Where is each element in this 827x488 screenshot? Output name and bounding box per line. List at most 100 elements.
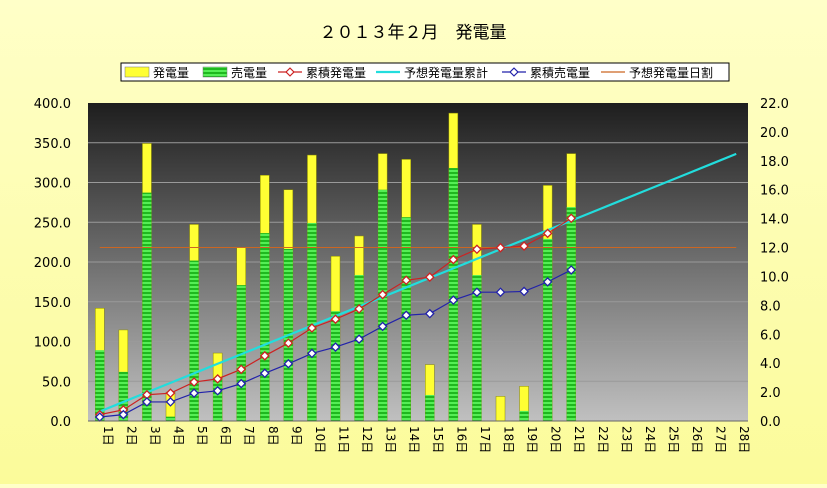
y-left-tick-label: 50.0	[42, 375, 71, 390]
ruiseki-hatsuden-point	[424, 272, 435, 282]
bar-hatsudenryo	[495, 396, 506, 422]
x-tick-label: 26日	[690, 426, 704, 453]
bar-baidenryo	[166, 416, 175, 421]
ruiseki-baiden-point	[165, 397, 176, 407]
x-tick-label: 17日	[478, 426, 492, 453]
ruiseki-hatsuden-point	[212, 373, 223, 384]
ruiseki-baiden-point	[259, 368, 270, 379]
x-tick-label: 19日	[525, 426, 539, 453]
x-tick-label: 23日	[619, 426, 633, 453]
y-right-tick-label: 8.0	[760, 299, 781, 314]
x-tick-label: 3日	[148, 426, 162, 446]
bar-baidenryo	[95, 350, 105, 421]
x-tick-label: 25日	[667, 426, 681, 453]
y-right-tick-label: 12.0	[760, 242, 789, 257]
x-tick-label: 10日	[313, 426, 327, 453]
ruiseki-baiden-point	[542, 276, 553, 287]
y-left-tick-label: 100.0	[34, 336, 71, 351]
ruiseki-baiden-point	[307, 348, 317, 359]
x-tick-label: 8日	[266, 426, 280, 446]
chart-title: ２０１３年２月 発電量	[320, 23, 507, 43]
ruiseki-baiden-point	[472, 287, 482, 298]
x-tick-label: 21日	[572, 426, 586, 453]
bar-baidenryo	[448, 168, 458, 421]
x-tick-label: 2日	[124, 426, 138, 446]
ruiseki-hatsuden-point	[377, 289, 388, 300]
ruiseki-baiden-point	[519, 286, 529, 297]
legend-label: 予想発電量日割	[629, 65, 713, 80]
y-right-tick-label: 18.0	[760, 155, 789, 170]
y-right-tick-label: 2.0	[760, 386, 781, 401]
x-tick-label: 4日	[172, 426, 186, 446]
y-left-tick-label: 250.0	[34, 216, 71, 231]
legend-marker	[285, 67, 295, 77]
y-left-tick-label: 300.0	[34, 177, 71, 192]
ruiseki-hatsuden-point	[354, 304, 364, 314]
x-tick-label: 16日	[454, 426, 468, 453]
y-right-tick-label: 6.0	[760, 328, 781, 343]
x-tick-label: 12日	[360, 426, 374, 453]
ruiseki-baiden-point	[189, 388, 199, 399]
legend-label: 予想発電量累計	[404, 65, 488, 80]
ruiseki-hatsuden-point	[330, 314, 341, 325]
x-tick-label: 6日	[219, 426, 233, 446]
ruiseki-baiden-point	[448, 295, 459, 306]
x-tick-label: 24日	[643, 426, 657, 453]
y-right-tick-label: 4.0	[760, 357, 781, 372]
y-right-tick-label: 0.0	[760, 415, 781, 430]
ruiseki-hatsuden-point	[566, 213, 577, 224]
ruiseki-hatsuden-point	[307, 323, 317, 333]
ruiseki-hatsuden-point	[542, 228, 553, 239]
ruiseki-hatsuden-point	[519, 241, 529, 251]
y-left-tick-label: 0.0	[50, 415, 71, 430]
y-left-tick-label: 400.0	[34, 97, 71, 112]
x-tick-label: 13日	[384, 426, 398, 453]
x-tick-label: 9日	[289, 426, 303, 446]
legend-swatch	[202, 66, 228, 78]
ruiseki-baiden-point	[377, 321, 388, 332]
y-right-tick-label: 20.0	[760, 126, 789, 141]
ruiseki-hatsuden-point	[189, 377, 199, 387]
legend-box	[120, 62, 730, 82]
bar-baidenryo	[543, 238, 553, 421]
x-tick-label: 28日	[737, 426, 751, 453]
bar-baidenryo	[472, 275, 482, 421]
x-tick-label: 22日	[596, 426, 610, 453]
yoso-ruikei-line	[99, 152, 737, 413]
bar-baidenryo	[260, 233, 270, 421]
bar-baidenryo	[378, 189, 388, 421]
x-tick-label: 14日	[407, 426, 421, 453]
bar-baidenryo	[213, 379, 223, 421]
ruiseki-baiden-point	[424, 308, 435, 319]
ruiseki-hatsuden-point	[165, 388, 176, 399]
y-right-tick-label: 16.0	[760, 184, 789, 199]
bar-baidenryo	[331, 311, 340, 421]
x-tick-label: 15日	[431, 426, 445, 453]
x-tick-label: 11日	[337, 426, 351, 453]
x-tick-label: 27日	[714, 426, 728, 453]
y-right-tick-label: 10.0	[760, 270, 789, 285]
line-layer	[94, 152, 737, 422]
ruiseki-baiden-point	[330, 342, 341, 352]
bar-baidenryo	[354, 275, 364, 421]
legend-label: 累積発電量	[306, 65, 366, 80]
ruiseki-hatsuden-point	[448, 254, 459, 265]
legend-label: 売電量	[231, 65, 267, 80]
ruiseki-baiden-point	[94, 412, 105, 422]
ruiseki-hatsuden-point	[401, 275, 412, 286]
x-tick-label: 7日	[242, 426, 256, 446]
y-left-tick-label: 200.0	[34, 256, 71, 271]
ruiseki-baiden-point	[566, 265, 577, 275]
ruiseki-baiden-point	[401, 310, 412, 321]
ruiseki-hatsuden-point	[142, 389, 152, 400]
ruiseki-hatsuden-point	[236, 364, 247, 375]
x-tick-label: 1日	[101, 426, 115, 446]
legend-swatch	[124, 66, 150, 78]
x-tick-label: 18日	[502, 426, 516, 453]
x-tick-label: 20日	[549, 426, 563, 453]
ruiseki-baiden-point	[354, 334, 364, 344]
legend: 発電量 売電量 累積発電量 予想発電量累計 累積売電量 予想発電量日割	[120, 62, 730, 82]
ruiseki-baiden-point	[236, 378, 247, 389]
